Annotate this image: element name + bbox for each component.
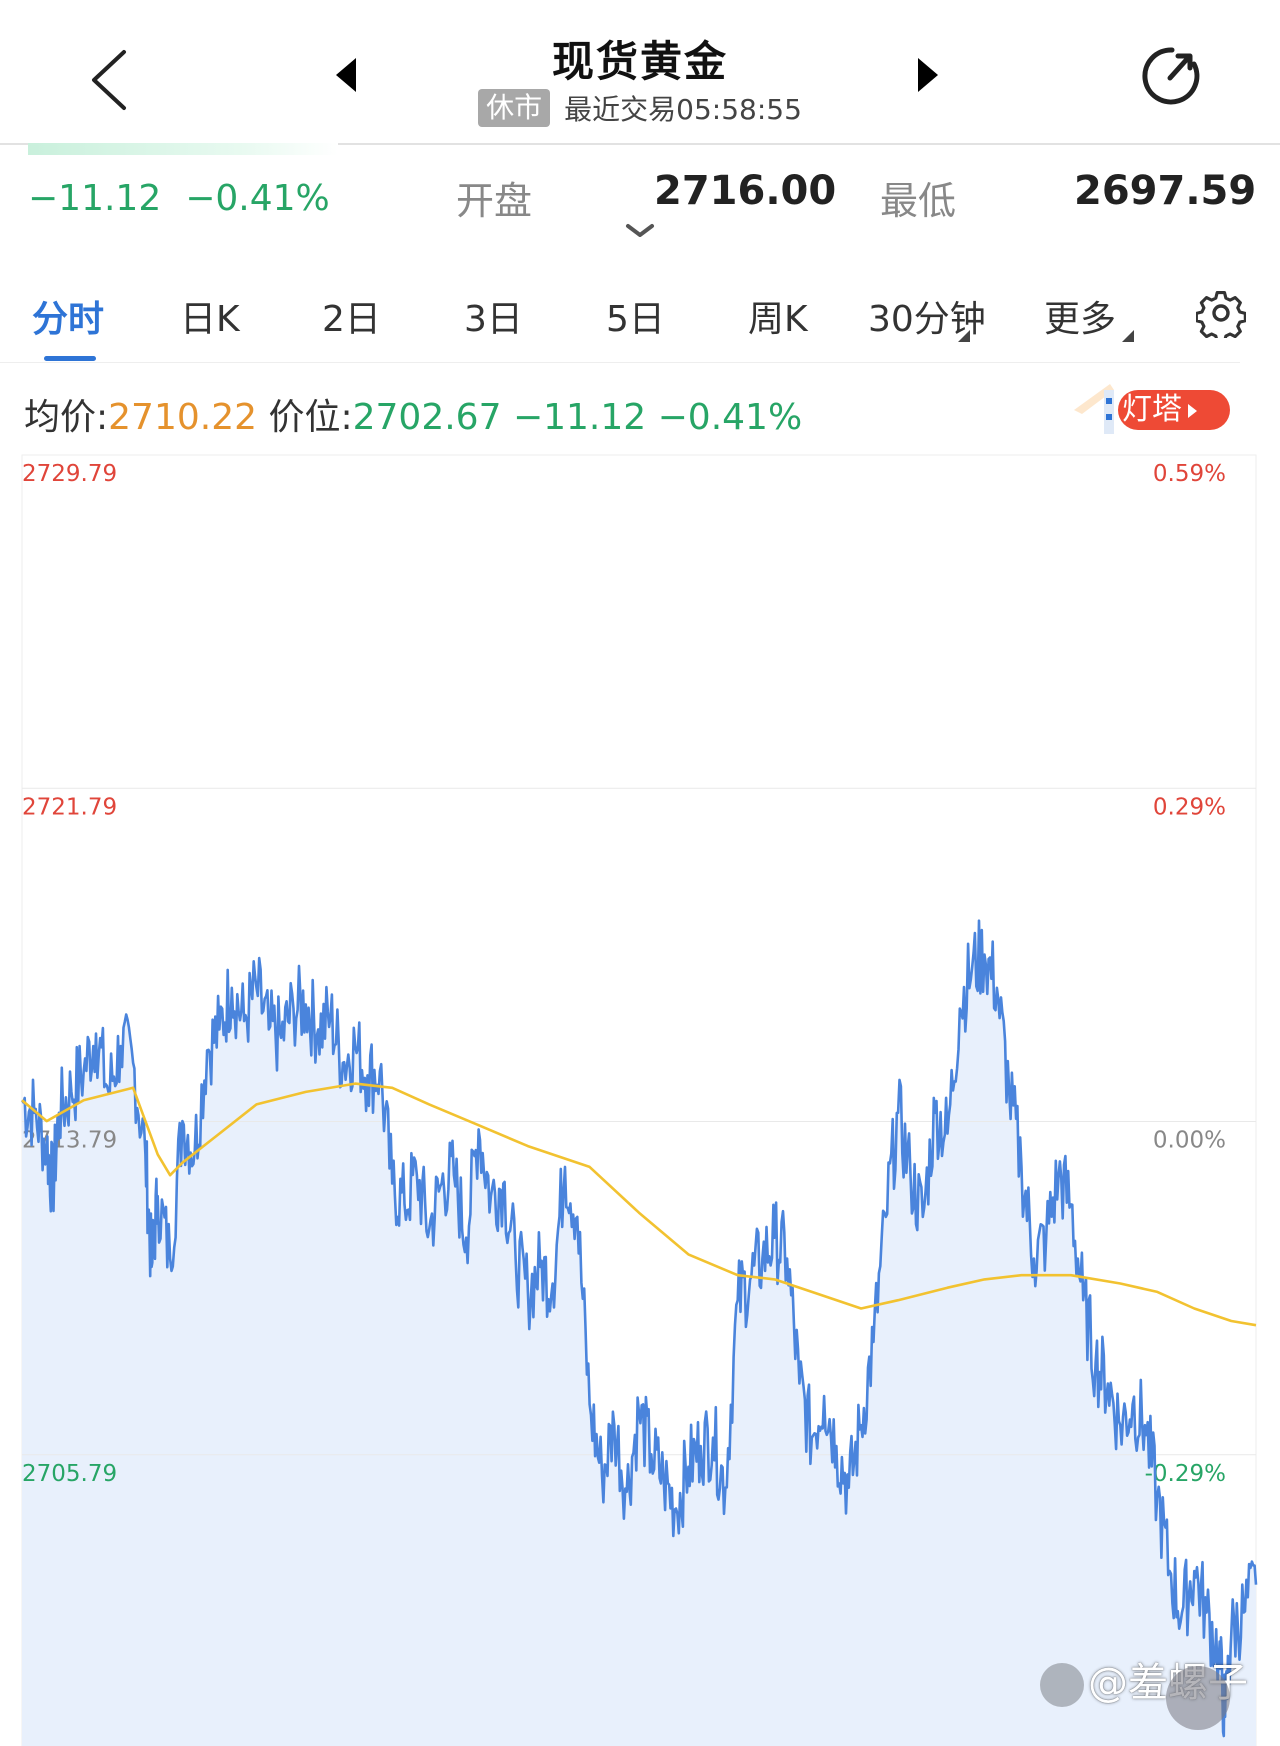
intraday-chart[interactable]: 2729.79 0.59%2721.79 0.29%2713.79 0.00%2705… [0,450,1280,1746]
caret-right-icon [1188,403,1197,418]
dropdown-corner-icon [958,330,970,342]
lighthouse-label: 灯塔 [1122,392,1182,427]
watermark-logo-icon [1040,1663,1084,1707]
gear-icon [1194,291,1247,344]
settings-button[interactable] [1194,288,1247,344]
y-tick-left: 2705.79 [22,1461,117,1487]
lighthouse-button[interactable]: 灯塔 [1118,390,1230,430]
last-trade-time: 最近交易05:58:55 [564,93,802,126]
tab-3day[interactable]: 3日 [464,299,523,340]
price-value: 2702.67 [352,397,502,438]
price-line [20,919,1258,1738]
back-button[interactable] [80,40,140,120]
y-tick-right: 0.29% [1153,794,1226,820]
low-label: 最低 [880,179,957,223]
tab-2day[interactable]: 2日 [322,299,381,340]
price-change: −11.12 −0.41% [28,178,354,219]
chevron-left-icon [92,50,126,110]
change-value: −11.12 [28,178,162,219]
chevron-down-icon[interactable] [624,222,656,240]
price-change-percent: −0.41% [657,397,803,438]
price-info-line: 均价:2710.22 价位:2702.67 −11.12 −0.41% [24,388,802,440]
trade-status: 休市 最近交易05:58:55 [440,88,840,128]
y-tick-right: -0.29% [1145,1461,1226,1487]
next-instrument-button[interactable] [918,58,938,92]
avg-value: 2710.22 [108,397,258,438]
dropdown-corner-icon [1122,330,1134,342]
status-badge: 休市 [478,89,551,127]
y-tick-right: 0.59% [1153,461,1226,487]
open-value: 2716.00 [654,168,837,214]
tab-daily-k[interactable]: 日K [180,299,240,340]
average-line [21,1082,1257,1327]
low-value: 2697.59 [1074,168,1257,214]
refresh-button[interactable] [1140,44,1204,108]
page-title: 现货黄金 [551,37,728,86]
avg-label: 均价: [24,397,109,438]
prev-instrument-button[interactable] [336,58,356,92]
active-tab-indicator [44,356,96,361]
tab-5day[interactable]: 5日 [606,299,665,340]
open-label: 开盘 [456,179,533,223]
fullscreen-float-button[interactable] [1166,1666,1230,1730]
lighthouse-icon [1074,384,1114,434]
price-label: 价位: [268,397,353,438]
change-percent: −0.41% [185,178,330,219]
tab-more[interactable]: 更多 [1044,299,1117,340]
tab-intraday[interactable]: 分时 [32,299,105,340]
period-tabs: 分时 日K 2日 3日 5日 周K 30分钟 更多 [0,262,1240,363]
refresh-icon [1142,47,1200,105]
header: 现货黄金 休市 最近交易05:58:55 [0,0,1280,145]
y-tick-right: 0.00% [1153,1128,1226,1154]
tab-weekly-k[interactable]: 周K [748,299,808,340]
y-tick-left: 2729.79 [22,461,117,487]
quote-highlight-bar [28,143,338,155]
y-tick-left: 2721.79 [22,794,117,820]
price-change-value: −11.12 [512,397,647,438]
price-area-fill [22,920,1256,1746]
